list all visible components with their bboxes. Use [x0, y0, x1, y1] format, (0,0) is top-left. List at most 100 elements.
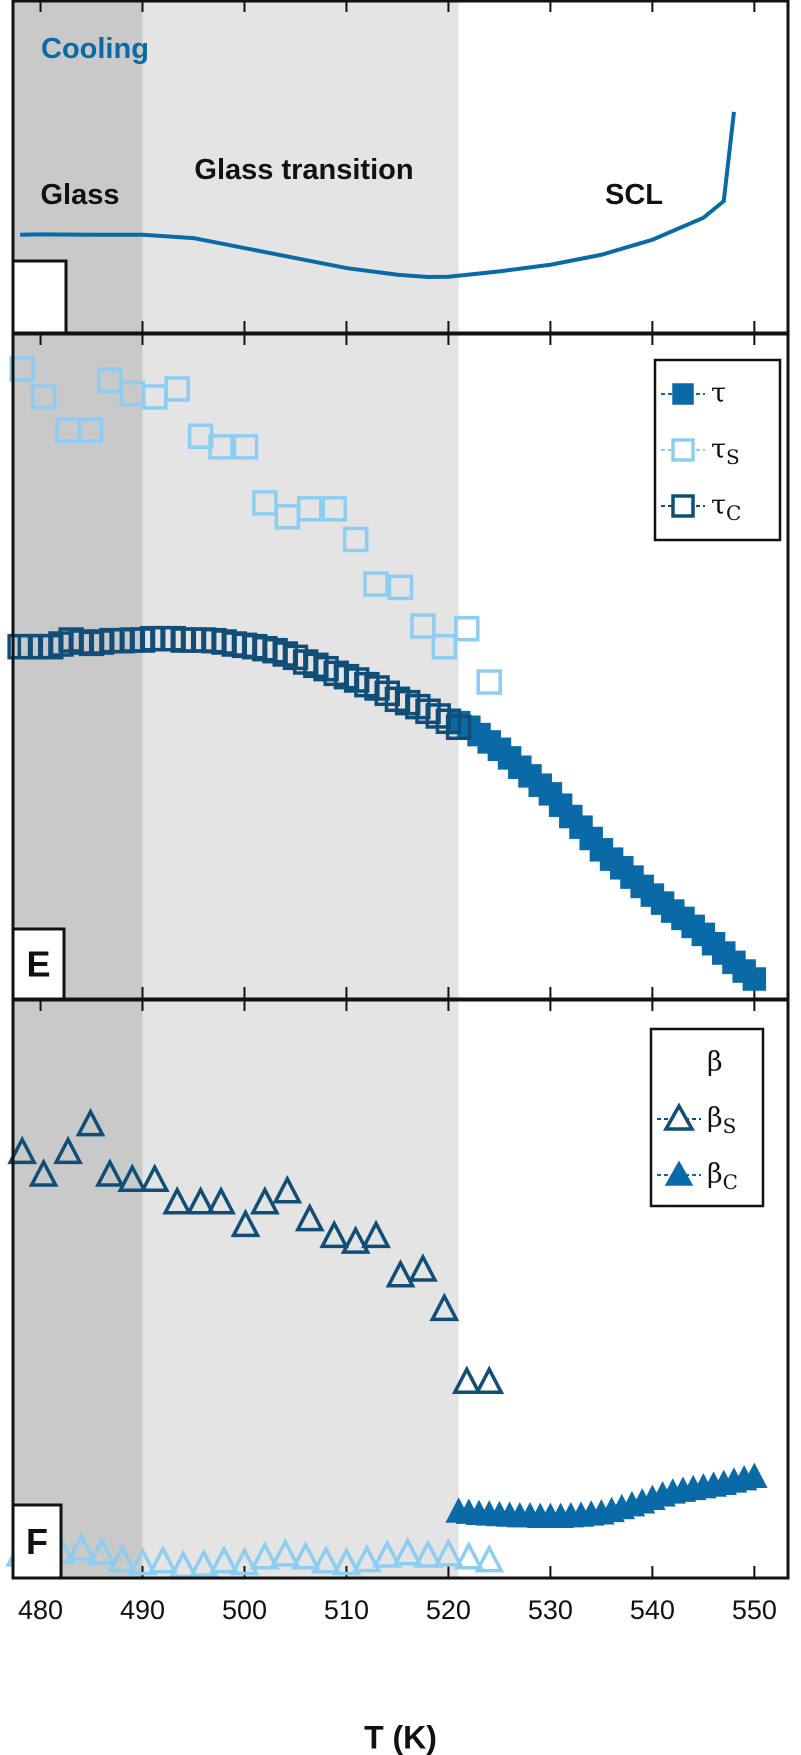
panel-label-box: [11, 259, 68, 335]
marker: [249, 1186, 280, 1215]
marker: [319, 1219, 350, 1249]
x-tick-label: 500: [222, 1595, 267, 1625]
marker: [209, 1545, 239, 1574]
marker: [351, 1543, 382, 1573]
annotation: SCL: [605, 179, 663, 211]
marker: [139, 1163, 170, 1192]
series: [7, 625, 472, 741]
marker: [431, 633, 458, 660]
x-tick-label: 540: [630, 1595, 675, 1625]
marker: [272, 1175, 303, 1204]
legend-box: [649, 1027, 765, 1208]
marker: [230, 1208, 261, 1238]
marker: [410, 613, 436, 639]
marker: [372, 1539, 403, 1568]
panel-label: E: [26, 944, 50, 985]
marker: [294, 1202, 325, 1232]
marker: [340, 1225, 371, 1254]
shaded-region: [142, 0, 459, 333]
marker: [392, 1536, 423, 1566]
x-tick-label: 530: [528, 1595, 573, 1625]
marker: [30, 384, 57, 410]
marker: [451, 1365, 482, 1395]
marker: [249, 1540, 280, 1570]
marker: [296, 496, 323, 522]
series: [445, 1462, 768, 1528]
marker: [232, 434, 259, 460]
marker: [162, 1186, 193, 1215]
marker: [107, 1543, 137, 1573]
shaded-region: [13, 333, 143, 999]
marker: [363, 571, 389, 597]
legend-label: τ: [711, 378, 726, 409]
marker: [9, 356, 35, 382]
marker: [342, 526, 369, 553]
marker: [474, 1543, 505, 1573]
marker: [94, 1158, 125, 1187]
legend-marker: [664, 1160, 694, 1186]
marker: [433, 1538, 464, 1567]
marker: [290, 1540, 321, 1570]
line: [20, 111, 736, 280]
marker: [476, 669, 502, 695]
marker: [331, 1546, 362, 1576]
marker: [148, 1545, 178, 1574]
marker: [741, 1462, 768, 1489]
marker: [97, 367, 123, 394]
marker: [66, 1532, 97, 1561]
marker: [361, 1219, 391, 1249]
marker: [413, 1539, 443, 1568]
series: [7, 1107, 505, 1395]
marker: [474, 1365, 505, 1395]
legend-marker: [671, 494, 695, 518]
x-tick-label: 510: [324, 1595, 369, 1625]
marker: [252, 490, 278, 516]
annotation: Cooling: [41, 33, 149, 65]
marker: [445, 714, 472, 741]
marker: [321, 496, 347, 522]
marker: [75, 1107, 106, 1137]
marker: [188, 1548, 219, 1578]
marker: [408, 1253, 438, 1282]
marker: [28, 1158, 59, 1187]
marker: [387, 574, 414, 601]
marker: [206, 1186, 236, 1215]
shaded-region: [142, 333, 459, 999]
marker: [164, 376, 190, 402]
series: [9, 356, 502, 695]
x-tick-label: 490: [120, 1595, 165, 1625]
legend-label: β: [707, 1047, 723, 1078]
annotation: Glass transition: [194, 154, 414, 186]
marker: [53, 1135, 83, 1165]
marker: [168, 1549, 199, 1579]
panel-label: F: [26, 1521, 48, 1562]
x-tick-label: 480: [18, 1595, 63, 1625]
x-tick-label: 550: [732, 1595, 777, 1625]
marker: [117, 1163, 148, 1192]
marker: [270, 1538, 301, 1567]
marker: [127, 1546, 158, 1576]
marker: [453, 1540, 484, 1570]
marker: [454, 615, 480, 642]
legend-marker: [671, 438, 695, 462]
marker: [229, 1546, 260, 1576]
marker: [185, 1186, 216, 1215]
shaded-region: [13, 999, 143, 1578]
marker: [429, 1292, 460, 1322]
series: [446, 710, 767, 991]
marker: [77, 417, 104, 443]
x-axis-label: T (K): [364, 1719, 437, 1755]
marker: [208, 434, 234, 460]
marker: [742, 967, 767, 991]
plot-frame: [11, 998, 790, 1580]
legend-label: τS: [711, 434, 740, 469]
marker: [86, 1536, 117, 1565]
x-tick-label: 520: [426, 1595, 471, 1625]
annotation: Glass: [40, 179, 120, 211]
shaded-region: [142, 999, 459, 1578]
legend-marker: [672, 383, 694, 405]
marker: [385, 1258, 416, 1288]
marker: [7, 1135, 38, 1165]
